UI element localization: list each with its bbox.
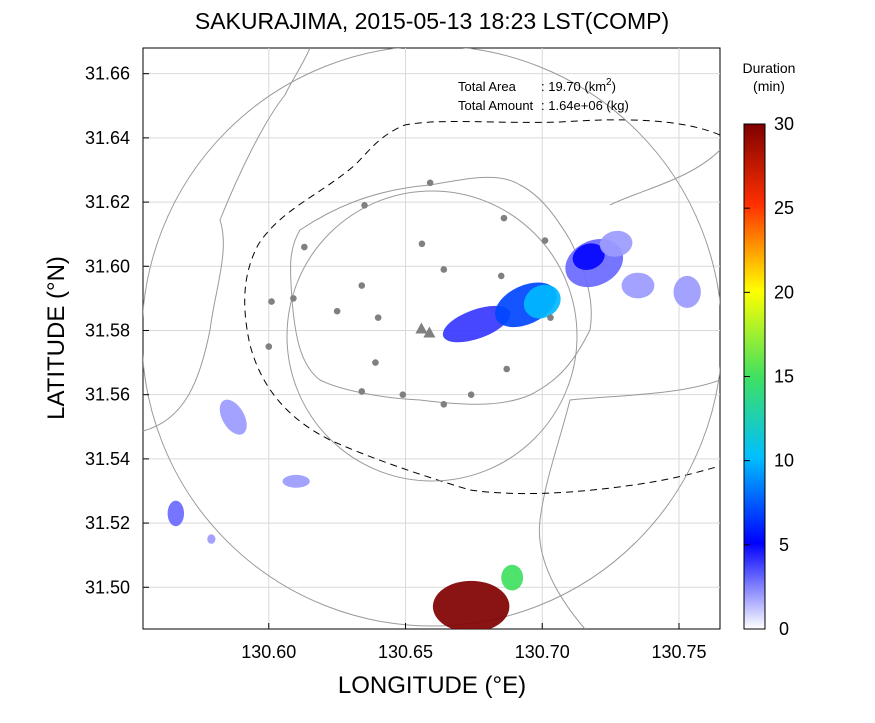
inner-range-circle — [286, 190, 578, 482]
station-marker-12 — [497, 272, 505, 280]
coastline-east — [538, 149, 720, 629]
total-area-number: : 19.70 (km — [541, 79, 606, 94]
map-lines — [143, 48, 720, 629]
x-tick-label-0: 130.60 — [241, 642, 296, 662]
deposit-region-7 — [673, 275, 701, 309]
station-marker-7 — [290, 295, 297, 302]
station-marker-4 — [418, 240, 426, 248]
vent-marker-0 — [415, 322, 428, 334]
stations — [265, 179, 554, 408]
station-marker-14 — [265, 343, 273, 350]
total-area-sup: 2 — [606, 77, 612, 88]
colorbar-tick-label-4: 20 — [774, 282, 794, 302]
colorbar-ticks: 0 5 10 15 20 25 30 — [744, 114, 794, 639]
deposit-region-11 — [207, 534, 216, 544]
colorbar-title-line2: (min) — [753, 78, 785, 94]
station-marker-11 — [374, 314, 382, 321]
deposit-region-13 — [501, 564, 524, 591]
colorbar-tick-label-5: 25 — [774, 198, 794, 218]
y-tick-label-0: 31.50 — [85, 577, 130, 597]
y-tick-label-6: 31.62 — [85, 192, 130, 212]
station-marker-10 — [333, 307, 341, 315]
y-tick-label-3: 31.56 — [85, 385, 130, 405]
station-marker-1 — [361, 201, 368, 209]
station-marker-18 — [399, 391, 407, 398]
coastline — [143, 48, 311, 432]
y-tick-label-8: 31.66 — [85, 64, 130, 84]
vent-marker-1 — [423, 326, 436, 338]
plot-area — [142, 47, 721, 630]
deposit-region-5 — [599, 230, 633, 257]
x-tick-label-2: 130.70 — [515, 642, 570, 662]
island-coastline — [290, 176, 592, 405]
deposit-region-4 — [572, 243, 605, 270]
colorbar-tick-label-2: 10 — [774, 451, 794, 471]
deposit-region-12 — [432, 580, 510, 629]
deposit-region-0 — [442, 305, 511, 343]
deposit-region-9 — [282, 474, 310, 488]
station-marker-0 — [426, 179, 434, 187]
station-marker-19 — [440, 401, 448, 408]
y-tick-label-4: 31.58 — [85, 320, 130, 340]
colorbar-tick-label-0: 0 — [779, 619, 789, 639]
deposit-region-6 — [621, 272, 655, 299]
total-area-label: Total Area — [458, 79, 517, 94]
total-amount-label: Total Amount — [458, 98, 534, 113]
station-marker-20 — [467, 391, 475, 398]
station-marker-6 — [440, 266, 448, 273]
deposit-region-10 — [167, 500, 185, 527]
outer-range-circle — [143, 48, 720, 627]
station-marker-2 — [500, 214, 508, 222]
x-tick-label-3: 130.75 — [651, 642, 706, 662]
station-marker-17 — [358, 388, 366, 395]
y-tick-label-5: 31.60 — [85, 256, 130, 276]
y-tick-label-7: 31.64 — [85, 128, 130, 148]
grid — [143, 48, 720, 629]
station-marker-9 — [358, 282, 366, 289]
summary-annotation: Total Area : 19.70 (km2) Total Amount : … — [458, 77, 629, 113]
colorbar-title-line1: Duration — [743, 60, 796, 76]
station-marker-16 — [503, 365, 511, 373]
total-area-close: ) — [612, 79, 616, 94]
x-tick-label-1: 130.65 — [378, 642, 433, 662]
colorbar-tick-label-6: 30 — [774, 114, 794, 134]
x-axis-label: LONGITUDE (°E) — [338, 672, 526, 699]
y-tick-label-1: 31.52 — [85, 513, 130, 533]
deposit-region-8 — [219, 399, 247, 435]
total-area-value: : 19.70 (km2) — [541, 77, 616, 94]
colorbar-tick-label-1: 5 — [779, 535, 789, 555]
station-marker-5 — [541, 237, 549, 244]
station-marker-3 — [301, 243, 308, 251]
deposit-region-2 — [523, 284, 561, 319]
y-axis-label: LATITUDE (°N) — [43, 256, 70, 420]
y-ticks: 31.50 31.52 31.54 31.56 31.58 31.60 31.62 31.64… — [85, 64, 149, 597]
total-amount-value: : 1.64e+06 (kg) — [541, 98, 629, 113]
colorbar-tick-label-3: 15 — [774, 367, 794, 387]
station-marker-13 — [547, 314, 554, 321]
x-ticks: 130.60 130.65 130.70 130.75 — [241, 623, 707, 662]
chart-title: SAKURAJIMA, 2015-05-13 18:23 LST(COMP) — [195, 8, 669, 34]
station-marker-15 — [372, 359, 379, 366]
deposits — [167, 230, 701, 629]
station-marker-8 — [268, 298, 275, 305]
y-tick-label-2: 31.54 — [85, 449, 130, 469]
